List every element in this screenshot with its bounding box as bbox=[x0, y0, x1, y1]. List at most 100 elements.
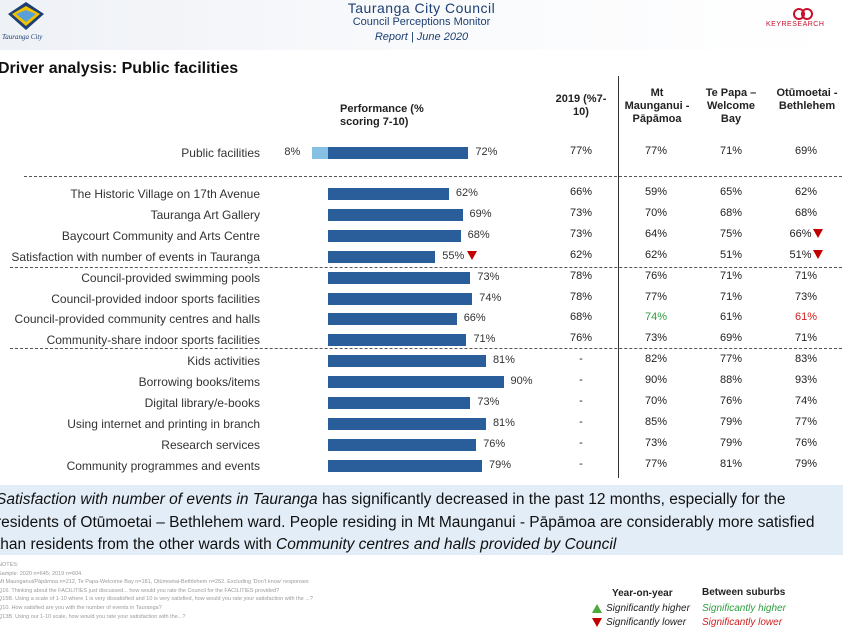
footnote-line: Q10. How satisfied are you with the numb… bbox=[0, 604, 162, 611]
cell-value: 68% bbox=[719, 206, 743, 219]
cell-value: 77% bbox=[644, 290, 668, 303]
bar-value-label: 74% bbox=[479, 291, 502, 304]
report-header: Tauranga City Tauranga City Council Coun… bbox=[0, 0, 843, 50]
cell-ward1: 70% bbox=[626, 207, 686, 219]
row-label: Baycourt Community and Arts Centre bbox=[61, 228, 260, 243]
cell-value: 61% bbox=[719, 311, 743, 324]
row-label: Council-provided community centres and h… bbox=[14, 312, 260, 327]
cell-value: 69% bbox=[719, 332, 743, 345]
triangle-down-icon bbox=[812, 229, 823, 239]
cell-ward1: 77% bbox=[626, 145, 686, 157]
footnote-line: Q16. Thinking about the FACILITIES just … bbox=[0, 587, 280, 594]
cell-ward2: 88% bbox=[701, 374, 761, 386]
cell-value: 51% bbox=[719, 248, 743, 261]
cell-y2019: 68% bbox=[551, 311, 611, 323]
cell-value: 77% bbox=[644, 457, 668, 470]
cell-y2019: 78% bbox=[551, 291, 611, 303]
cell-value: 65% bbox=[719, 186, 743, 198]
triangle-down-icon bbox=[592, 617, 602, 627]
cell-value: 90% bbox=[644, 374, 668, 387]
cell-value: 79% bbox=[719, 436, 743, 449]
bar bbox=[328, 271, 471, 284]
bar-value-label: 62% bbox=[455, 187, 478, 199]
cell-ward1: 64% bbox=[626, 228, 686, 240]
cell-y2019: 76% bbox=[551, 332, 611, 344]
cell-ward1: 90% bbox=[626, 374, 686, 386]
cell-value: 79% bbox=[794, 457, 818, 470]
bar-low-label: 8% bbox=[284, 146, 301, 158]
cell-y2019: - bbox=[551, 458, 611, 470]
cell-value: 68% bbox=[569, 311, 593, 324]
bar-value-label: 55% bbox=[442, 250, 478, 262]
cell-value: 64% bbox=[644, 227, 668, 240]
row-label: Kids activities bbox=[187, 354, 260, 369]
commentary-text: Satisfaction with number of events in Ta… bbox=[0, 491, 815, 553]
cell-ward3: 71% bbox=[776, 332, 836, 344]
commentary-box: Satisfaction with number of events in Ta… bbox=[0, 485, 843, 555]
cell-ward2: 71% bbox=[701, 291, 761, 303]
logo-text: Tauranga City bbox=[2, 33, 43, 41]
cell-ward1: 73% bbox=[626, 332, 686, 344]
cell-value: 76% bbox=[719, 395, 743, 407]
keyresearch-logo-icon bbox=[793, 8, 813, 20]
section-divider bbox=[10, 348, 842, 349]
legend-suburb-higher: Significantly higher bbox=[702, 603, 786, 614]
cell-value: 62% bbox=[644, 248, 668, 261]
cell-value: 66% bbox=[789, 227, 812, 240]
cell-value: 61% bbox=[794, 311, 818, 324]
cell-value: 71% bbox=[719, 269, 743, 282]
cell-value: 73% bbox=[569, 206, 593, 219]
cell-y2019: - bbox=[551, 374, 611, 386]
cell-value: 69% bbox=[794, 145, 818, 157]
footnote-line: Mt Maunganui/Pāpāmoa n=212, Te Papa-Welc… bbox=[0, 579, 309, 586]
bar bbox=[328, 438, 477, 451]
cell-value: 78% bbox=[569, 290, 593, 303]
legend-suburb-lower: Significantly lower bbox=[702, 617, 783, 628]
row-label: Using internet and printing in branch bbox=[67, 416, 260, 431]
cell-ward1: 77% bbox=[626, 458, 686, 470]
cell-value: 77% bbox=[644, 145, 668, 157]
cell-value: 74% bbox=[794, 395, 818, 407]
cell-ward2: 79% bbox=[701, 416, 761, 428]
bar-low-score bbox=[312, 147, 328, 159]
cell-value: 77% bbox=[569, 145, 593, 157]
brand-name: KEYRESEARCH bbox=[766, 21, 825, 28]
ward-mt-maunganui-header: Mt Maunganui - Pāpāmoa bbox=[624, 87, 690, 125]
bar bbox=[328, 250, 436, 263]
year-2019-header: 2019 (%7-10) bbox=[555, 93, 607, 118]
bar bbox=[328, 397, 471, 409]
cell-ward1: 70% bbox=[626, 395, 686, 407]
cell-y2019: 62% bbox=[551, 249, 611, 261]
cell-ward3: 61% bbox=[776, 311, 836, 323]
cell-ward3: 66% bbox=[776, 228, 836, 240]
cell-ward2: 75% bbox=[701, 228, 761, 240]
cell-ward1: 76% bbox=[626, 270, 686, 282]
cell-value: 51% bbox=[789, 248, 812, 261]
bar bbox=[328, 313, 457, 326]
row-label: Research services bbox=[161, 437, 260, 452]
footnote-line: Sample: 2020 n=645; 2019 n=604. bbox=[0, 570, 83, 577]
tauranga-logo bbox=[8, 2, 44, 30]
cell-value: 88% bbox=[719, 374, 743, 387]
cell-value: 66% bbox=[569, 186, 593, 198]
slide-title: Driver analysis: Public facilities bbox=[0, 60, 239, 77]
cell-ward2: 65% bbox=[701, 186, 761, 198]
report-subtitle: Council Perceptions Monitor bbox=[352, 16, 491, 28]
row-label: Public facilities bbox=[181, 146, 260, 160]
cell-ward2: 76% bbox=[701, 395, 761, 407]
cell-ward3: 62% bbox=[776, 186, 836, 198]
footnotes: NOTES: Sample: 2020 n=645; 2019 n=604. M… bbox=[0, 561, 378, 621]
cell-value: - bbox=[579, 374, 583, 387]
triangle-down-icon bbox=[812, 250, 823, 260]
cell-ward2: 61% bbox=[701, 311, 761, 323]
cell-ward2: 68% bbox=[701, 207, 761, 219]
cell-value: 73% bbox=[794, 290, 818, 303]
cell-value: 68% bbox=[794, 206, 818, 219]
row-label: The Historic Village on 17th Avenue bbox=[70, 187, 260, 201]
cell-value: 74% bbox=[644, 311, 668, 324]
cell-ward2: 71% bbox=[701, 270, 761, 282]
row-label: Council-provided swimming pools bbox=[81, 270, 260, 285]
cell-ward3: 51% bbox=[776, 249, 836, 261]
cell-ward1: 62% bbox=[626, 249, 686, 261]
row-label: Community programmes and events bbox=[66, 458, 260, 473]
